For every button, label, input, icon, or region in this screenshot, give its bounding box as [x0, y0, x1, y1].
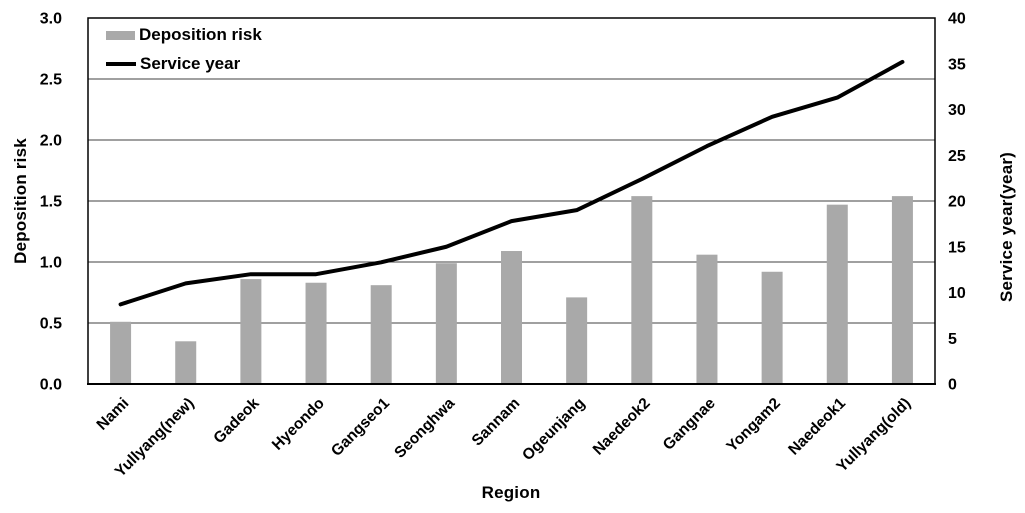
right-axis-tick-label: 30 — [948, 102, 966, 119]
x-axis-category-label: Hyeondo — [269, 395, 328, 454]
service-year-line — [118, 59, 905, 307]
bar-Ogeunjang — [566, 297, 588, 384]
bar-Gangnae — [696, 254, 718, 384]
bar-Gangseo1 — [370, 285, 392, 384]
right-axis-tick-label: 15 — [948, 239, 966, 256]
left-axis-title: Deposition risk — [11, 138, 30, 264]
bar-Gadeok — [240, 279, 262, 384]
right-axis-tick-label: 0 — [948, 377, 957, 394]
x-axis-category-label: Gangseo1 — [328, 395, 393, 460]
bar-Naedeok1 — [826, 204, 848, 384]
x-axis-category-label: Naedeok2 — [590, 395, 654, 459]
bar-Sannam — [501, 251, 522, 384]
bar-swatch-icon — [106, 30, 135, 40]
x-axis-category-label: Naedeok1 — [785, 395, 849, 459]
right-axis-tick-label: 40 — [948, 11, 966, 28]
legend-item-service-year: Service year — [106, 53, 262, 75]
x-axis-category-label: Sannam — [469, 395, 524, 450]
bar-Naedeok2 — [631, 196, 653, 384]
bar-Hyeondo — [305, 282, 327, 384]
right-axis-tick-label: 20 — [948, 194, 966, 211]
x-axis-category-label: Yongam2 — [723, 395, 784, 456]
right-axis-tick-label: 10 — [948, 285, 966, 302]
bar-Yullyang(old) — [891, 196, 913, 384]
line-swatch-icon — [106, 62, 136, 66]
left-axis-tick-label: 3.0 — [40, 11, 62, 28]
legend-label-deposition-risk: Deposition risk — [139, 25, 262, 44]
x-axis-category-label: Nami — [94, 395, 133, 434]
x-axis-title: Region — [481, 483, 541, 502]
left-axis-tick-label: 0.0 — [40, 377, 62, 394]
x-axis-category-label: Seonghwa — [391, 395, 458, 462]
left-axis-tick-label: 2.5 — [40, 72, 62, 89]
x-axis-category-label: Gadeok — [210, 395, 262, 447]
right-axis-title: Service year(year) — [997, 151, 1016, 303]
legend-item-deposition-risk: Deposition risk — [106, 24, 262, 46]
right-axis-tick-label: 25 — [948, 148, 966, 165]
legend: Deposition risk Service year — [106, 24, 262, 75]
right-axis-tick-label: 5 — [948, 331, 957, 348]
bar-Yullyang(new) — [175, 341, 197, 384]
bar-Nami — [110, 321, 132, 384]
left-axis-tick-label: 1.5 — [40, 194, 62, 211]
bar-Seonghwa — [435, 263, 457, 384]
left-axis-tick-label: 2.0 — [40, 133, 62, 150]
left-axis-tick-label: 0.5 — [40, 316, 62, 333]
right-axis-tick-label: 35 — [948, 56, 966, 73]
x-axis-category-label: Gangnae — [660, 395, 719, 454]
left-axis-tick-label: 1.0 — [40, 255, 62, 272]
legend-label-service-year: Service year — [140, 54, 241, 73]
x-axis-category-label: Ogeunjang — [519, 395, 588, 464]
bar-Yongam2 — [761, 271, 783, 384]
